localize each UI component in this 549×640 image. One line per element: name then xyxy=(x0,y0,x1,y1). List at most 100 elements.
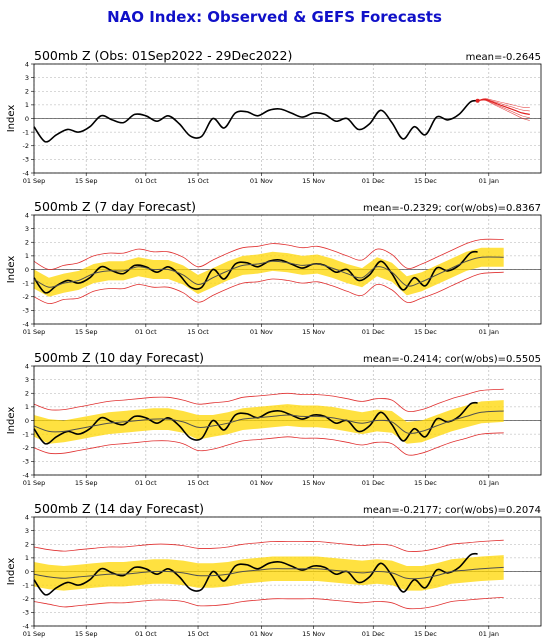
envelope-lower-line xyxy=(33,271,504,305)
x-tick-label: 15 Nov xyxy=(302,479,325,487)
y-tick-label: 2 xyxy=(25,390,29,398)
member-forecast-line xyxy=(477,98,530,108)
y-tick-label: -1 xyxy=(23,430,29,438)
x-tick-label: 01 Sep xyxy=(23,328,46,336)
x-tick-label: 15 Nov xyxy=(302,177,325,185)
y-tick-label: -2 xyxy=(23,142,29,150)
y-axis-label: Index xyxy=(6,407,17,435)
x-tick-label: 01 Sep xyxy=(23,630,46,638)
chart-panel-7-day-forecast: 500mb Z (7 day Forecast) mean=-0.2329; co… xyxy=(6,199,542,336)
x-tick-label: 15 Dec xyxy=(414,328,437,336)
x-tick-label: 01 Nov xyxy=(250,630,273,638)
y-tick-label: 3 xyxy=(25,74,29,82)
y-tick-label: 4 xyxy=(25,211,29,219)
envelope-upper-line xyxy=(33,539,504,553)
y-tick-label: -4 xyxy=(23,320,29,328)
x-tick-label: 01 Oct xyxy=(135,479,157,487)
chart-panel-14-day-forecast: 500mb Z (14 day Forecast) mean=-0.2177; c… xyxy=(6,501,542,638)
forecast-spread-band xyxy=(34,400,504,444)
y-tick-label: 0 xyxy=(25,417,29,425)
panel-title: 500mb Z (Obs: 01Sep2022 - 29Dec2022) xyxy=(34,48,292,63)
y-tick-label: 0 xyxy=(25,266,29,274)
y-tick-label: -4 xyxy=(23,471,29,479)
y-axis-label: Index xyxy=(6,256,17,284)
y-tick-label: 1 xyxy=(25,252,29,260)
forecast-mean-line xyxy=(33,566,504,580)
y-tick-label: -2 xyxy=(23,444,29,452)
x-tick-label: 15 Sep xyxy=(75,479,98,487)
x-tick-label: 15 Nov xyxy=(302,630,325,638)
y-tick-label: -3 xyxy=(23,307,29,315)
envelope-upper-line xyxy=(33,388,504,413)
y-tick-label: 4 xyxy=(25,362,29,370)
y-tick-label: 2 xyxy=(25,541,29,549)
y-tick-label: -3 xyxy=(23,609,29,617)
y-tick-label: 1 xyxy=(25,554,29,562)
member-forecast-line xyxy=(477,99,530,121)
y-tick-label: 4 xyxy=(25,513,29,521)
x-tick-label: 01 Oct xyxy=(135,328,157,336)
envelope-upper-line xyxy=(33,238,504,270)
x-tick-label: 15 Dec xyxy=(414,479,437,487)
y-tick-label: -3 xyxy=(23,156,29,164)
y-tick-label: -2 xyxy=(23,293,29,301)
forecast-mean-line xyxy=(33,256,504,288)
x-tick-label: 15 Oct xyxy=(187,328,209,336)
x-tick-label: 15 Oct xyxy=(187,630,209,638)
x-tick-label: 01 Dec xyxy=(362,328,385,336)
x-tick-label: 15 Sep xyxy=(75,177,98,185)
panel-stat: mean=-0.2414; cor(w/obs)=0.5505 xyxy=(363,354,541,365)
x-tick-label: 01 Jan xyxy=(479,479,499,487)
y-tick-label: -3 xyxy=(23,458,29,466)
member-forecast-line xyxy=(477,99,530,119)
y-axis-label: Index xyxy=(6,105,17,133)
x-tick-label: 01 Jan xyxy=(479,328,499,336)
panel-title: 500mb Z (10 day Forecast) xyxy=(34,350,204,365)
x-tick-label: 15 Nov xyxy=(302,328,325,336)
x-tick-label: 15 Dec xyxy=(414,630,437,638)
x-tick-label: 01 Jan xyxy=(479,177,499,185)
x-tick-label: 15 Oct xyxy=(187,479,209,487)
panel-title: 500mb Z (7 day Forecast) xyxy=(34,199,196,214)
y-tick-label: -2 xyxy=(23,595,29,603)
y-tick-label: -4 xyxy=(23,169,29,177)
y-tick-label: 2 xyxy=(25,88,29,96)
x-tick-label: 01 Nov xyxy=(250,479,273,487)
panel-stat: mean=-0.2645 xyxy=(466,52,541,63)
y-tick-label: 2 xyxy=(25,239,29,247)
panel-stat: mean=-0.2329; cor(w/obs)=0.8367 xyxy=(363,203,541,214)
member-forecast-line xyxy=(477,98,530,115)
y-tick-label: 1 xyxy=(25,101,29,109)
y-tick-label: -1 xyxy=(23,279,29,287)
observed-line xyxy=(33,552,478,596)
forecast-start-point xyxy=(475,98,480,103)
x-tick-label: 01 Oct xyxy=(135,177,157,185)
x-tick-label: 01 Jan xyxy=(479,630,499,638)
y-axis-label: Index xyxy=(6,558,17,586)
y-tick-label: 0 xyxy=(25,568,29,576)
y-tick-label: 3 xyxy=(25,527,29,535)
observed-line xyxy=(33,250,478,294)
chart-panel-10-day-forecast: 500mb Z (10 day Forecast) mean=-0.2414; c… xyxy=(6,350,542,487)
y-tick-label: 3 xyxy=(25,225,29,233)
x-tick-label: 01 Nov xyxy=(250,177,273,185)
member-forecast-line xyxy=(477,98,530,112)
x-tick-label: 01 Oct xyxy=(135,630,157,638)
y-tick-label: -1 xyxy=(23,581,29,589)
x-tick-label: 15 Dec xyxy=(414,177,437,185)
y-tick-label: -4 xyxy=(23,622,29,630)
x-tick-label: 01 Sep xyxy=(23,479,46,487)
x-tick-label: 01 Sep xyxy=(23,177,46,185)
chart-panel-observed: 500mb Z (Obs: 01Sep2022 - 29Dec2022) mean… xyxy=(6,48,542,185)
x-tick-label: 01 Dec xyxy=(362,177,385,185)
panel-stat: mean=-0.2177; cor(w/obs)=0.2074 xyxy=(363,505,541,516)
y-tick-label: 3 xyxy=(25,376,29,384)
forecast-spread-band xyxy=(34,555,504,591)
x-tick-label: 01 Nov xyxy=(250,328,273,336)
x-tick-label: 01 Dec xyxy=(362,630,385,638)
x-tick-label: 01 Dec xyxy=(362,479,385,487)
forecast-spread-band xyxy=(34,247,504,297)
envelope-lower-line xyxy=(33,432,504,456)
x-tick-label: 15 Oct xyxy=(187,177,209,185)
y-tick-label: -1 xyxy=(23,128,29,136)
